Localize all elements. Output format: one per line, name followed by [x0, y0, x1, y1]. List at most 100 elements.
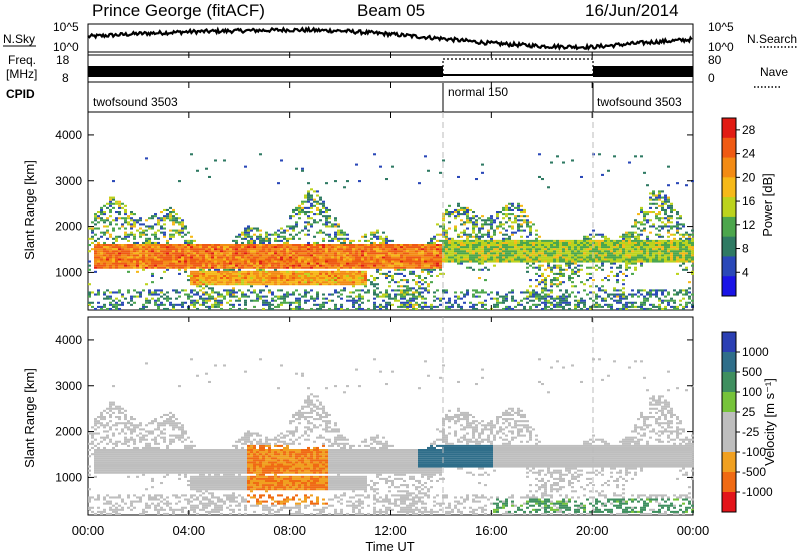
power-cell [223, 258, 226, 261]
power-cell [403, 305, 406, 308]
power-cell [583, 260, 586, 263]
power-cell [640, 244, 643, 247]
power-cell [631, 233, 634, 236]
power-cell [349, 283, 352, 286]
power-cell [673, 237, 676, 240]
power-cell [619, 256, 622, 259]
power-cell [475, 256, 478, 259]
power-cell [658, 194, 661, 197]
power-cell [325, 248, 328, 251]
power-cell [112, 202, 115, 205]
power-cell [271, 252, 274, 255]
power-cell [583, 235, 586, 238]
power-cell [295, 252, 298, 255]
power-cell [124, 211, 127, 214]
power-cell [220, 303, 223, 306]
power-cell [298, 204, 301, 207]
power-cell [502, 254, 505, 257]
power-cell [247, 279, 250, 282]
power-cell [538, 252, 541, 255]
power-cell [316, 303, 319, 306]
power-cell [214, 270, 217, 273]
power-cell [253, 239, 256, 242]
power-cell [631, 248, 634, 251]
power-cell [622, 293, 625, 296]
power-cell [673, 254, 676, 257]
power-cell [307, 241, 310, 244]
power-cell [199, 285, 202, 288]
power-cell [568, 279, 571, 282]
power-cell [640, 206, 643, 209]
power-cell [244, 307, 247, 310]
power-cell [370, 237, 373, 240]
power-cell [589, 260, 592, 263]
power-cell [439, 297, 442, 300]
power-cell [559, 289, 562, 292]
power-cell [295, 262, 298, 265]
power-cell [220, 277, 223, 280]
power-cell [535, 258, 538, 261]
power-cell [514, 239, 517, 242]
power-cell [280, 283, 283, 286]
power-cell [193, 289, 196, 292]
power-cell [616, 307, 619, 310]
power-cell [652, 223, 655, 226]
power-cell [445, 244, 448, 247]
power-cell [157, 223, 160, 226]
power-cell [418, 266, 421, 269]
power-cell [634, 241, 637, 244]
power-cell [424, 297, 427, 300]
power-cell [184, 301, 187, 304]
power-cell [103, 250, 106, 253]
power-cell [415, 295, 418, 298]
power-cell [94, 258, 97, 261]
power-cell [217, 277, 220, 280]
power-cell [295, 281, 298, 284]
power-cell [322, 244, 325, 247]
power-cell [193, 299, 196, 302]
power-cell [283, 246, 286, 249]
power-cell [538, 235, 541, 238]
power-cell [658, 219, 661, 222]
power-cell [148, 227, 151, 230]
power-cell [190, 295, 193, 298]
power-cell [325, 297, 328, 300]
power-cell [373, 153, 376, 156]
power-cell [220, 299, 223, 302]
power-cell [193, 272, 196, 275]
power-cell [259, 229, 262, 232]
power-cell [106, 248, 109, 251]
power-cell [424, 264, 427, 267]
power-cell [400, 268, 403, 271]
power-cell [94, 219, 97, 222]
power-cell [340, 256, 343, 259]
power-cell [385, 241, 388, 244]
power-cell [358, 266, 361, 269]
power-cell [394, 293, 397, 296]
power-cell [316, 231, 319, 234]
power-cell [457, 256, 460, 259]
power-cell [532, 223, 535, 226]
power-cell [475, 244, 478, 247]
power-cell [247, 258, 250, 261]
power-cell [121, 223, 124, 226]
power-cell [415, 260, 418, 263]
power-cell [331, 252, 334, 255]
power-cell [514, 215, 517, 218]
power-cell [655, 252, 658, 255]
power-cell [586, 246, 589, 249]
power-cell [277, 233, 280, 236]
power-cell [208, 268, 211, 271]
power-cell [448, 215, 451, 218]
power-cell [586, 279, 589, 282]
power-cell [157, 264, 160, 267]
power-cell [499, 254, 502, 257]
power-cell [100, 260, 103, 263]
power-cell [673, 208, 676, 211]
power-cell [535, 244, 538, 247]
power-cell [625, 246, 628, 249]
power-cell [247, 266, 250, 269]
power-cell [334, 260, 337, 263]
power-cell [577, 260, 580, 263]
power-cell [184, 250, 187, 253]
